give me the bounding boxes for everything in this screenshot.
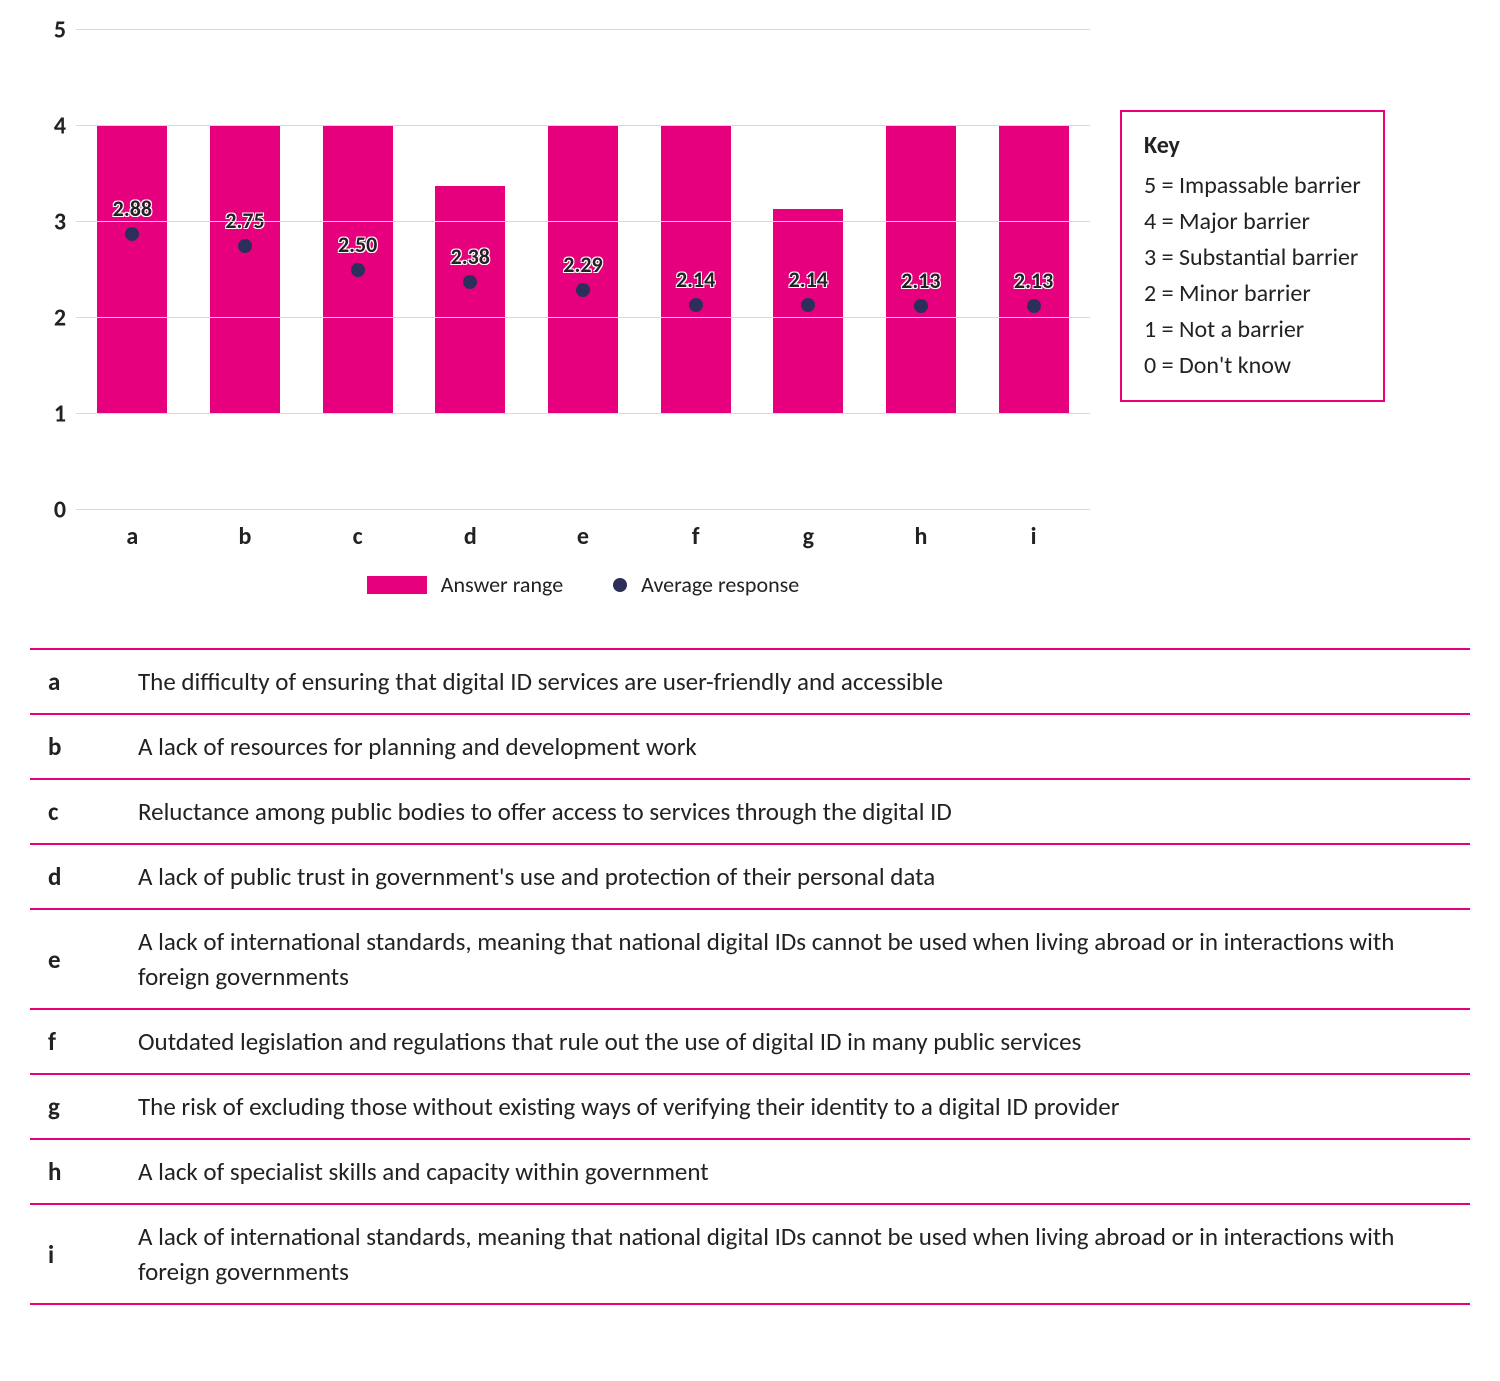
key-items: 5 = Impassable barrier4 = Major barrier3…	[1144, 168, 1361, 384]
y-tick-label: 3	[36, 208, 66, 237]
average-marker	[576, 283, 590, 297]
definition-key: a	[30, 649, 120, 714]
bar-slot: 2.88	[97, 30, 167, 510]
definition-text: A lack of specialist skills and capacity…	[120, 1139, 1470, 1204]
key-title: Key	[1144, 128, 1361, 164]
key-item: 5 = Impassable barrier	[1144, 168, 1361, 204]
definition-key: g	[30, 1074, 120, 1139]
table-row: fOutdated legislation and regulations th…	[30, 1009, 1470, 1074]
average-label: 2.13	[901, 267, 940, 294]
gridline	[76, 413, 1090, 414]
bar-slot: 2.14	[773, 30, 843, 510]
x-tick-label: i	[999, 522, 1069, 551]
chart-legend: Answer range Average response	[76, 571, 1090, 598]
x-tick-label: d	[435, 522, 505, 551]
definition-text: Outdated legislation and regulations tha…	[120, 1009, 1470, 1074]
key-box: Key 5 = Impassable barrier4 = Major barr…	[1120, 110, 1385, 402]
definition-key: c	[30, 779, 120, 844]
definition-text: A lack of international standards, meani…	[120, 909, 1470, 1009]
bar-chart: 2.882.752.502.382.292.142.142.132.13 012…	[30, 30, 1090, 598]
table-row: eA lack of international standards, mean…	[30, 909, 1470, 1009]
average-label: 2.14	[789, 266, 828, 293]
legend-bar-swatch	[367, 576, 427, 594]
table-row: aThe difficulty of ensuring that digital…	[30, 649, 1470, 714]
key-item: 3 = Substantial barrier	[1144, 240, 1361, 276]
average-marker	[801, 298, 815, 312]
average-label: 2.88	[113, 195, 152, 222]
gridline	[76, 221, 1090, 222]
x-axis-ticks: a b c d e f g h i	[76, 522, 1090, 551]
definition-key: e	[30, 909, 120, 1009]
range-bar	[210, 126, 280, 414]
bar-slot: 2.75	[210, 30, 280, 510]
average-marker	[351, 263, 365, 277]
average-marker	[238, 239, 252, 253]
bars-container: 2.88 2.75 2.50 2.38 2.29 2.14 2.14 2.13 2.13	[76, 30, 1090, 510]
average-label: 2.38	[451, 243, 490, 270]
average-marker	[463, 275, 477, 289]
definitions-table: aThe difficulty of ensuring that digital…	[30, 648, 1470, 1305]
range-bar	[97, 126, 167, 414]
x-tick-label: c	[323, 522, 393, 551]
x-tick-label: a	[97, 522, 167, 551]
bar-slot: 2.50	[323, 30, 393, 510]
average-label: 2.29	[563, 251, 602, 278]
x-tick-label: b	[210, 522, 280, 551]
x-tick-label: g	[773, 522, 843, 551]
key-item: 2 = Minor barrier	[1144, 276, 1361, 312]
table-row: hA lack of specialist skills and capacit…	[30, 1139, 1470, 1204]
average-marker	[1027, 299, 1041, 313]
range-bar	[435, 186, 505, 414]
x-tick-label: h	[886, 522, 956, 551]
x-tick-label: e	[548, 522, 618, 551]
table-row: cReluctance among public bodies to offer…	[30, 779, 1470, 844]
gridline	[76, 509, 1090, 510]
average-label: 2.50	[338, 231, 377, 258]
plot-area: 2.882.752.502.382.292.142.142.132.13 012…	[76, 30, 1090, 510]
y-tick-label: 0	[36, 496, 66, 525]
bar-slot: 2.14	[661, 30, 731, 510]
definition-text: The difficulty of ensuring that digital …	[120, 649, 1470, 714]
bar-slot: 2.13	[886, 30, 956, 510]
definition-text: The risk of excluding those without exis…	[120, 1074, 1470, 1139]
key-item: 0 = Don't know	[1144, 348, 1361, 384]
legend-item-marker: Average response	[613, 571, 799, 598]
legend-item-bar: Answer range	[367, 571, 563, 598]
bar-slot: 2.29	[548, 30, 618, 510]
average-marker	[914, 299, 928, 313]
y-tick-label: 1	[36, 400, 66, 429]
bar-slot: 2.13	[999, 30, 1069, 510]
average-marker	[125, 227, 139, 241]
chart-and-key-row: 2.882.752.502.382.292.142.142.132.13 012…	[30, 30, 1470, 598]
definition-key: f	[30, 1009, 120, 1074]
legend-dot-swatch	[613, 578, 627, 592]
table-row: bA lack of resources for planning and de…	[30, 714, 1470, 779]
average-marker	[689, 298, 703, 312]
definition-text: A lack of international standards, meani…	[120, 1204, 1470, 1304]
gridline	[76, 125, 1090, 126]
table-row: dA lack of public trust in government's …	[30, 844, 1470, 909]
definition-key: b	[30, 714, 120, 779]
definition-text: A lack of public trust in government's u…	[120, 844, 1470, 909]
y-tick-label: 4	[36, 112, 66, 141]
table-row: gThe risk of excluding those without exi…	[30, 1074, 1470, 1139]
definition-text: Reluctance among public bodies to offer …	[120, 779, 1470, 844]
definition-key: d	[30, 844, 120, 909]
average-label: 2.14	[676, 266, 715, 293]
legend-bar-label: Answer range	[441, 571, 563, 598]
x-tick-label: f	[661, 522, 731, 551]
gridline	[76, 29, 1090, 30]
definition-text: A lack of resources for planning and dev…	[120, 714, 1470, 779]
gridline	[76, 317, 1090, 318]
key-item: 4 = Major barrier	[1144, 204, 1361, 240]
y-tick-label: 5	[36, 16, 66, 45]
bar-slot: 2.38	[435, 30, 505, 510]
definition-key: i	[30, 1204, 120, 1304]
definition-key: h	[30, 1139, 120, 1204]
y-tick-label: 2	[36, 304, 66, 333]
table-row: iA lack of international standards, mean…	[30, 1204, 1470, 1304]
key-item: 1 = Not a barrier	[1144, 312, 1361, 348]
average-label: 2.13	[1014, 267, 1053, 294]
legend-marker-label: Average response	[641, 571, 799, 598]
